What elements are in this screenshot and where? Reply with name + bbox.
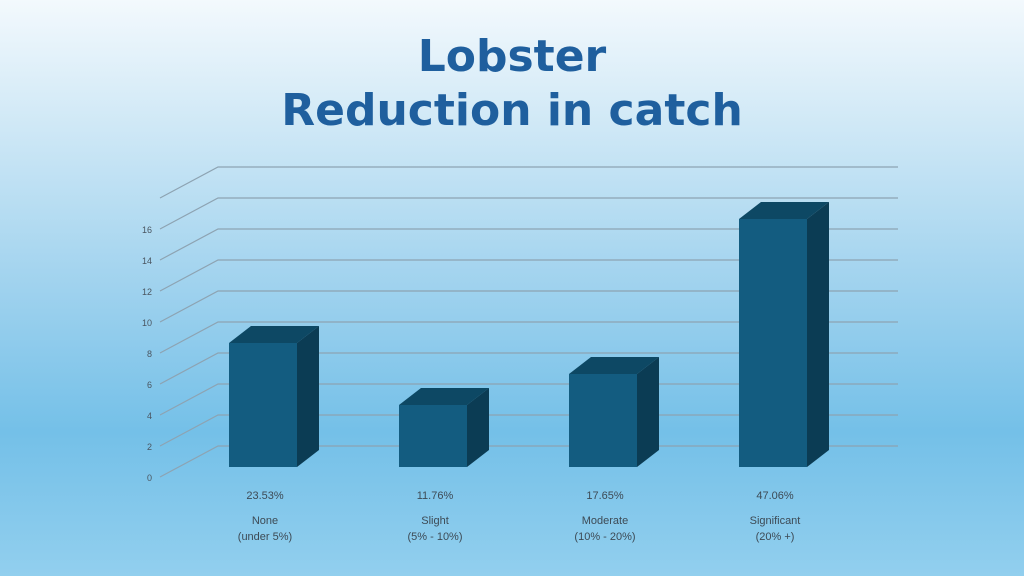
bar-front <box>569 374 637 467</box>
gridline <box>159 166 898 199</box>
bar-front <box>399 405 467 467</box>
category-sublabel: (10% - 20%) <box>574 531 635 543</box>
gridline <box>159 414 898 447</box>
category-sublabel: (under 5%) <box>238 531 292 543</box>
bar-top <box>229 326 319 343</box>
y-tick-label: 12 <box>142 287 152 297</box>
category-label: Moderate <box>582 515 628 527</box>
chart-grid <box>159 166 898 478</box>
gridline <box>159 259 898 292</box>
bar-front <box>229 343 297 467</box>
category-label: None <box>252 515 278 527</box>
gridline <box>159 290 898 323</box>
gridline <box>159 197 898 230</box>
gridline <box>159 383 898 416</box>
bar <box>229 326 319 467</box>
chart-title: Lobster Reduction in catch <box>0 30 1024 138</box>
bar-side <box>637 357 659 467</box>
chart-bars <box>229 202 829 467</box>
bar-side <box>297 326 319 467</box>
bar-front <box>739 219 807 467</box>
chart-title-line2: Reduction in catch <box>281 85 743 136</box>
y-tick-label: 2 <box>147 442 152 452</box>
gridline <box>159 352 898 385</box>
category-sublabel: (20% +) <box>756 531 795 543</box>
gridline <box>159 228 898 261</box>
bar-side <box>807 202 829 467</box>
y-tick-label: 16 <box>142 225 152 235</box>
y-tick-label: 4 <box>147 411 152 421</box>
percent-label: 17.65% <box>586 490 624 502</box>
x-axis-labels: 23.53% None (under 5%) 11.76% Slight (5% - 10… <box>238 490 801 543</box>
bar-side <box>467 388 489 467</box>
bar-top <box>569 357 659 374</box>
y-tick-label: 14 <box>142 256 152 266</box>
bar <box>399 388 489 467</box>
chart-title-line1: Lobster <box>417 31 607 82</box>
y-tick-label: 0 <box>147 473 152 483</box>
y-axis-ticks: 0 2 4 6 8 10 12 14 16 <box>142 225 152 483</box>
bar <box>569 357 659 467</box>
y-tick-label: 8 <box>147 349 152 359</box>
category-label: Slight <box>421 515 449 527</box>
gridline <box>159 445 898 478</box>
category-sublabel: (5% - 10%) <box>407 531 462 543</box>
category-label: Significant <box>750 515 801 527</box>
bar-top <box>739 202 829 219</box>
gridline <box>159 321 898 354</box>
percent-label: 11.76% <box>417 490 454 502</box>
percent-label: 23.53% <box>246 490 284 502</box>
bar-top <box>399 388 489 405</box>
y-tick-label: 10 <box>142 318 152 328</box>
y-tick-label: 6 <box>147 380 152 390</box>
bar <box>739 202 829 467</box>
percent-label: 47.06% <box>756 490 794 502</box>
